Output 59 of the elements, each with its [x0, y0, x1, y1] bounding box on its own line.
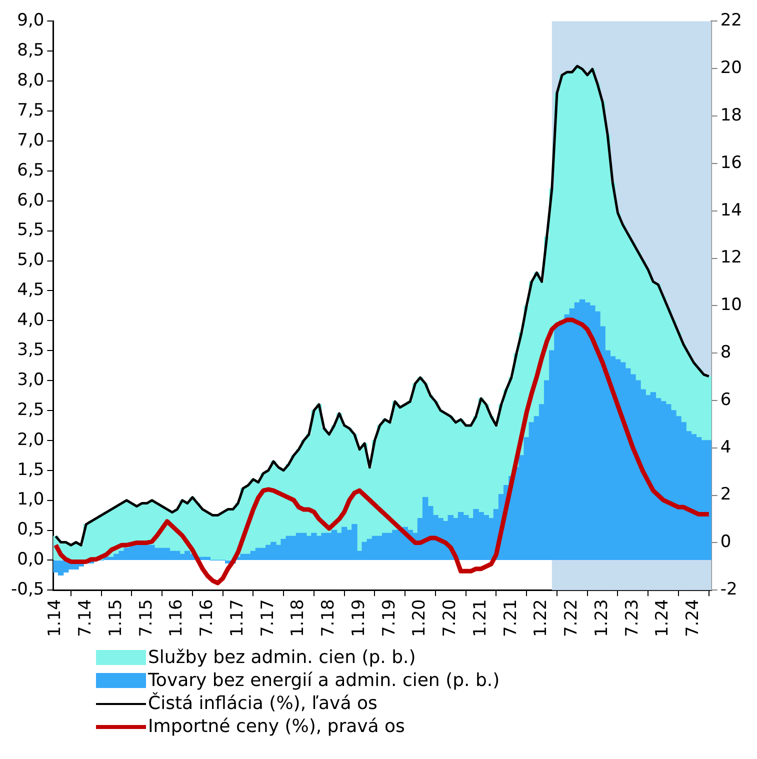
y2-tick-label: 0: [720, 532, 732, 552]
y-tick-label: 7,0: [17, 130, 44, 150]
y-tick-label: 2,0: [17, 430, 44, 450]
y-tick-label: 1,5: [17, 460, 44, 480]
y-tick-label: 9,0: [17, 10, 44, 31]
y2-tick-label: 22: [720, 10, 742, 31]
x-tick-label: 1.16: [166, 599, 187, 638]
y2-tick-label: 2: [720, 484, 732, 505]
x-tick-label: 7.20: [440, 599, 460, 638]
legend-label: Služby bez admin. cien (p. b.): [148, 646, 416, 669]
x-tick-label: 1.15: [106, 599, 126, 638]
y-tick-label: 0,0: [17, 550, 44, 570]
x-tick-label: 1.21: [470, 599, 490, 638]
x-tick-label: 7.15: [136, 599, 156, 638]
x-tick-label: 7.22: [562, 599, 582, 638]
x-tick-label: 7.16: [197, 599, 218, 638]
y2-tick-label: 18: [720, 105, 742, 126]
x-tick-label: 1.14: [45, 599, 66, 638]
y-tick-label: 3,5: [17, 340, 44, 360]
y2-tick-label: 12: [720, 248, 742, 268]
legend-label: Čistá inflácia (%), ľavá os: [148, 692, 378, 715]
legend-label: Tovary bez energií a admin. cien (p. b.): [148, 669, 500, 692]
x-tick-label: 1.18: [288, 599, 308, 638]
x-tick-label: 7.14: [76, 599, 96, 638]
y2-tick-label: 10: [720, 295, 742, 316]
y-tick-label: 2,5: [17, 400, 44, 420]
y-tick-label: 4,5: [17, 280, 44, 300]
x-tick-label: 7.23: [622, 599, 642, 638]
y-tick-label: 7,5: [17, 100, 44, 120]
x-tick-label: 1.24: [652, 599, 673, 638]
y-tick-label: 1,0: [17, 490, 44, 510]
y-tick-label: 5,5: [17, 220, 44, 240]
x-tick-label: 1.23: [592, 599, 612, 638]
y-tick-label: 8,0: [17, 70, 44, 91]
x-tick-label: 7.19: [379, 599, 400, 638]
y2-tick-label: 20: [720, 58, 742, 78]
y-tick-label: 3,0: [17, 370, 44, 390]
y2-tick-label: 6: [720, 390, 732, 410]
y-tick-label: 6,5: [17, 160, 44, 180]
y2-tick-label: -2: [720, 580, 738, 600]
legend-label: Importné ceny (%), pravá os: [148, 715, 405, 738]
y-tick-label: 8,5: [17, 40, 44, 61]
x-tick-label: 7.21: [500, 599, 521, 638]
y-tick-label: 6,0: [17, 190, 44, 210]
x-tick-label: 7.17: [258, 599, 278, 638]
y-tick-label: 4,0: [17, 310, 44, 330]
y-tick-label: 0,5: [17, 520, 44, 540]
y2-tick-label: 16: [720, 152, 742, 173]
x-tick-label: 7.24: [683, 599, 704, 638]
y-tick-label: -0,5: [11, 580, 44, 600]
x-tick-label: 1.20: [410, 599, 430, 638]
y2-tick-label: 14: [720, 200, 742, 220]
x-tick-label: 1.17: [227, 599, 248, 638]
y2-tick-label: 8: [720, 342, 732, 363]
x-tick-label: 7.18: [318, 599, 339, 638]
y-tick-label: 5,0: [17, 250, 44, 270]
x-tick-label: 1.22: [531, 599, 552, 638]
y2-tick-label: 4: [720, 437, 732, 458]
x-tick-label: 1.19: [348, 599, 369, 638]
